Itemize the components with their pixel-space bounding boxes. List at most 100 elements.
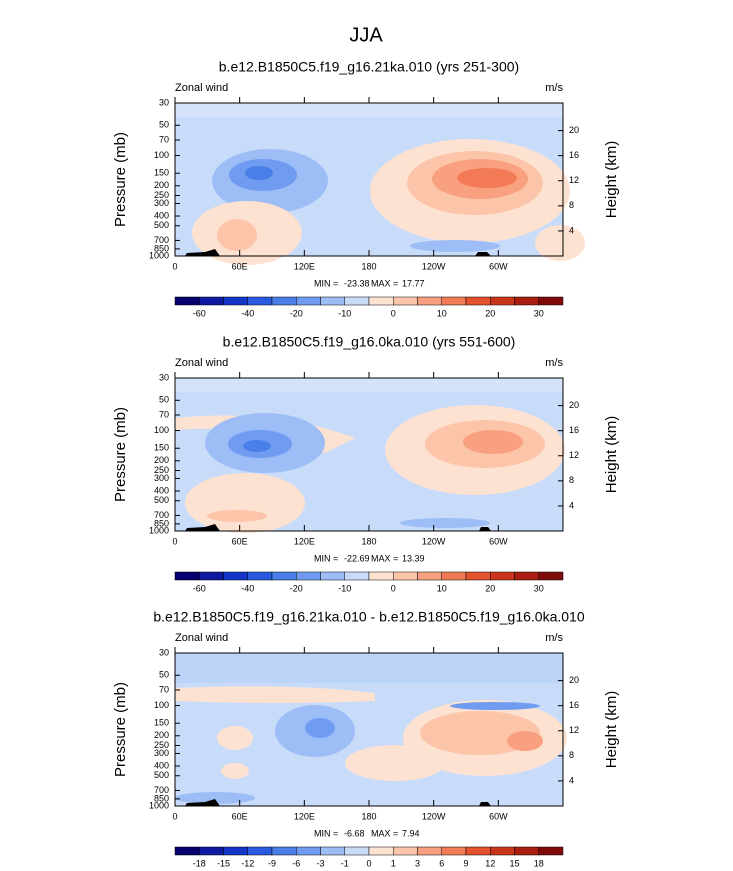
y-tick-label: 500 — [154, 495, 169, 505]
colorbar-box — [490, 846, 515, 856]
y-tick-label: 200 — [154, 455, 169, 465]
colorbar-box — [344, 296, 370, 306]
y-tick-label: 30 — [159, 647, 169, 657]
colorbar-label: -10 — [338, 308, 351, 318]
x-tick-label: 120W — [422, 811, 446, 821]
colorbar-label: 0 — [391, 583, 396, 593]
colorbar-label: -6 — [292, 858, 300, 868]
right-label: m/s — [545, 82, 563, 94]
colorbar-box — [393, 846, 418, 856]
y2-tick-label: 16 — [569, 425, 579, 435]
colorbar-box — [344, 846, 370, 856]
y2-tick-label: 20 — [569, 125, 579, 135]
y2-tick-label: 12 — [569, 725, 579, 735]
y-axis-label: Pressure (mb) — [112, 132, 129, 227]
y-tick-label: 500 — [154, 220, 169, 230]
colorbar-box — [490, 296, 515, 306]
x-tick-label: 120W — [422, 536, 446, 546]
colorbar-box — [538, 296, 564, 306]
contour-field — [175, 103, 585, 265]
colorbar-label: -40 — [241, 583, 254, 593]
colorbar-label: 30 — [534, 308, 544, 318]
colorbar-label: -3 — [316, 858, 324, 868]
colorbar-box — [174, 296, 200, 306]
colorbar-label: -10 — [338, 583, 351, 593]
colorbar-label: 20 — [485, 308, 495, 318]
y2-tick-label: 8 — [569, 200, 574, 210]
colorbar-box — [320, 296, 345, 306]
x-tick-label: 60E — [232, 261, 248, 271]
y-tick-label: 50 — [159, 670, 169, 680]
max-value: 7.94 — [402, 828, 420, 838]
y-tick-label: 850 — [154, 243, 169, 253]
colorbar-box — [271, 571, 297, 581]
colorbar-box — [247, 296, 273, 306]
colorbar-box — [296, 846, 321, 856]
colorbar-box — [174, 846, 200, 856]
y-tick-label: 150 — [154, 718, 169, 728]
max-label: MAX = — [371, 278, 398, 288]
colorbar-box — [417, 571, 442, 581]
right-label: m/s — [545, 632, 563, 644]
min-label: MIN = — [314, 828, 338, 838]
max-value: 13.39 — [402, 553, 425, 563]
colorbar-box — [465, 296, 491, 306]
colorbar-box — [223, 296, 248, 306]
colorbar-label: -20 — [290, 583, 303, 593]
colorbar-box — [514, 846, 539, 856]
colorbar-label: -9 — [268, 858, 276, 868]
x-tick-label: 120E — [294, 261, 315, 271]
x-tick-label: 0 — [172, 811, 177, 821]
panel-title: b.e12.B1850C5.f19_g16.21ka.010 - b.e12.B… — [153, 609, 584, 625]
y2-axis-label: Height (km) — [603, 416, 620, 494]
y-tick-label: 200 — [154, 730, 169, 740]
y-tick-label: 30 — [159, 97, 169, 107]
colorbar-label: 18 — [534, 858, 544, 868]
colorbar-label: 3 — [415, 858, 420, 868]
colorbar-box — [393, 571, 418, 581]
contour-field — [175, 378, 565, 533]
y2-axis-label: Height (km) — [603, 691, 620, 769]
colorbar-box — [465, 846, 491, 856]
y-tick-label: 100 — [154, 150, 169, 160]
colorbar-label: 15 — [509, 858, 519, 868]
colorbar-label: 0 — [391, 308, 396, 318]
y-tick-label: 200 — [154, 180, 169, 190]
colorbar-label: 10 — [437, 308, 447, 318]
min-value: -22.69 — [344, 553, 370, 563]
y-tick-label: 400 — [154, 210, 169, 220]
x-tick-label: 60W — [489, 261, 508, 271]
colorbar-label: -15 — [217, 858, 230, 868]
x-tick-label: 180 — [361, 811, 376, 821]
colorbar-label: 9 — [463, 858, 468, 868]
colorbar-label: 1 — [391, 858, 396, 868]
y-tick-label: 250 — [154, 740, 169, 750]
y-tick-label: 1000 — [149, 525, 169, 535]
colorbar-box — [368, 296, 394, 306]
max-label: MAX = — [371, 828, 398, 838]
x-tick-label: 60W — [489, 811, 508, 821]
y-tick-label: 700 — [154, 785, 169, 795]
min-value: -6.68 — [344, 828, 365, 838]
y-tick-label: 150 — [154, 443, 169, 453]
colorbar-label: 0 — [366, 858, 371, 868]
y-tick-label: 70 — [159, 134, 169, 144]
colorbar-box — [247, 846, 273, 856]
colorbar-box — [223, 571, 248, 581]
panel-title: b.e12.B1850C5.f19_g16.0ka.010 (yrs 551-6… — [223, 334, 516, 350]
y-tick-label: 250 — [154, 190, 169, 200]
colorbar-label: -20 — [290, 308, 303, 318]
colorbar-box — [296, 571, 321, 581]
x-tick-label: 60W — [489, 536, 508, 546]
y2-tick-label: 12 — [569, 450, 579, 460]
colorbar-label: -1 — [341, 858, 349, 868]
min-value: -23.38 — [344, 278, 370, 288]
y-tick-label: 150 — [154, 168, 169, 178]
colorbar-box — [199, 571, 224, 581]
colorbar-label: 6 — [439, 858, 444, 868]
y2-tick-label: 16 — [569, 700, 579, 710]
y-tick-label: 700 — [154, 235, 169, 245]
left-label: Zonal wind — [175, 357, 228, 369]
y-tick-label: 400 — [154, 760, 169, 770]
colorbar-box — [417, 846, 442, 856]
